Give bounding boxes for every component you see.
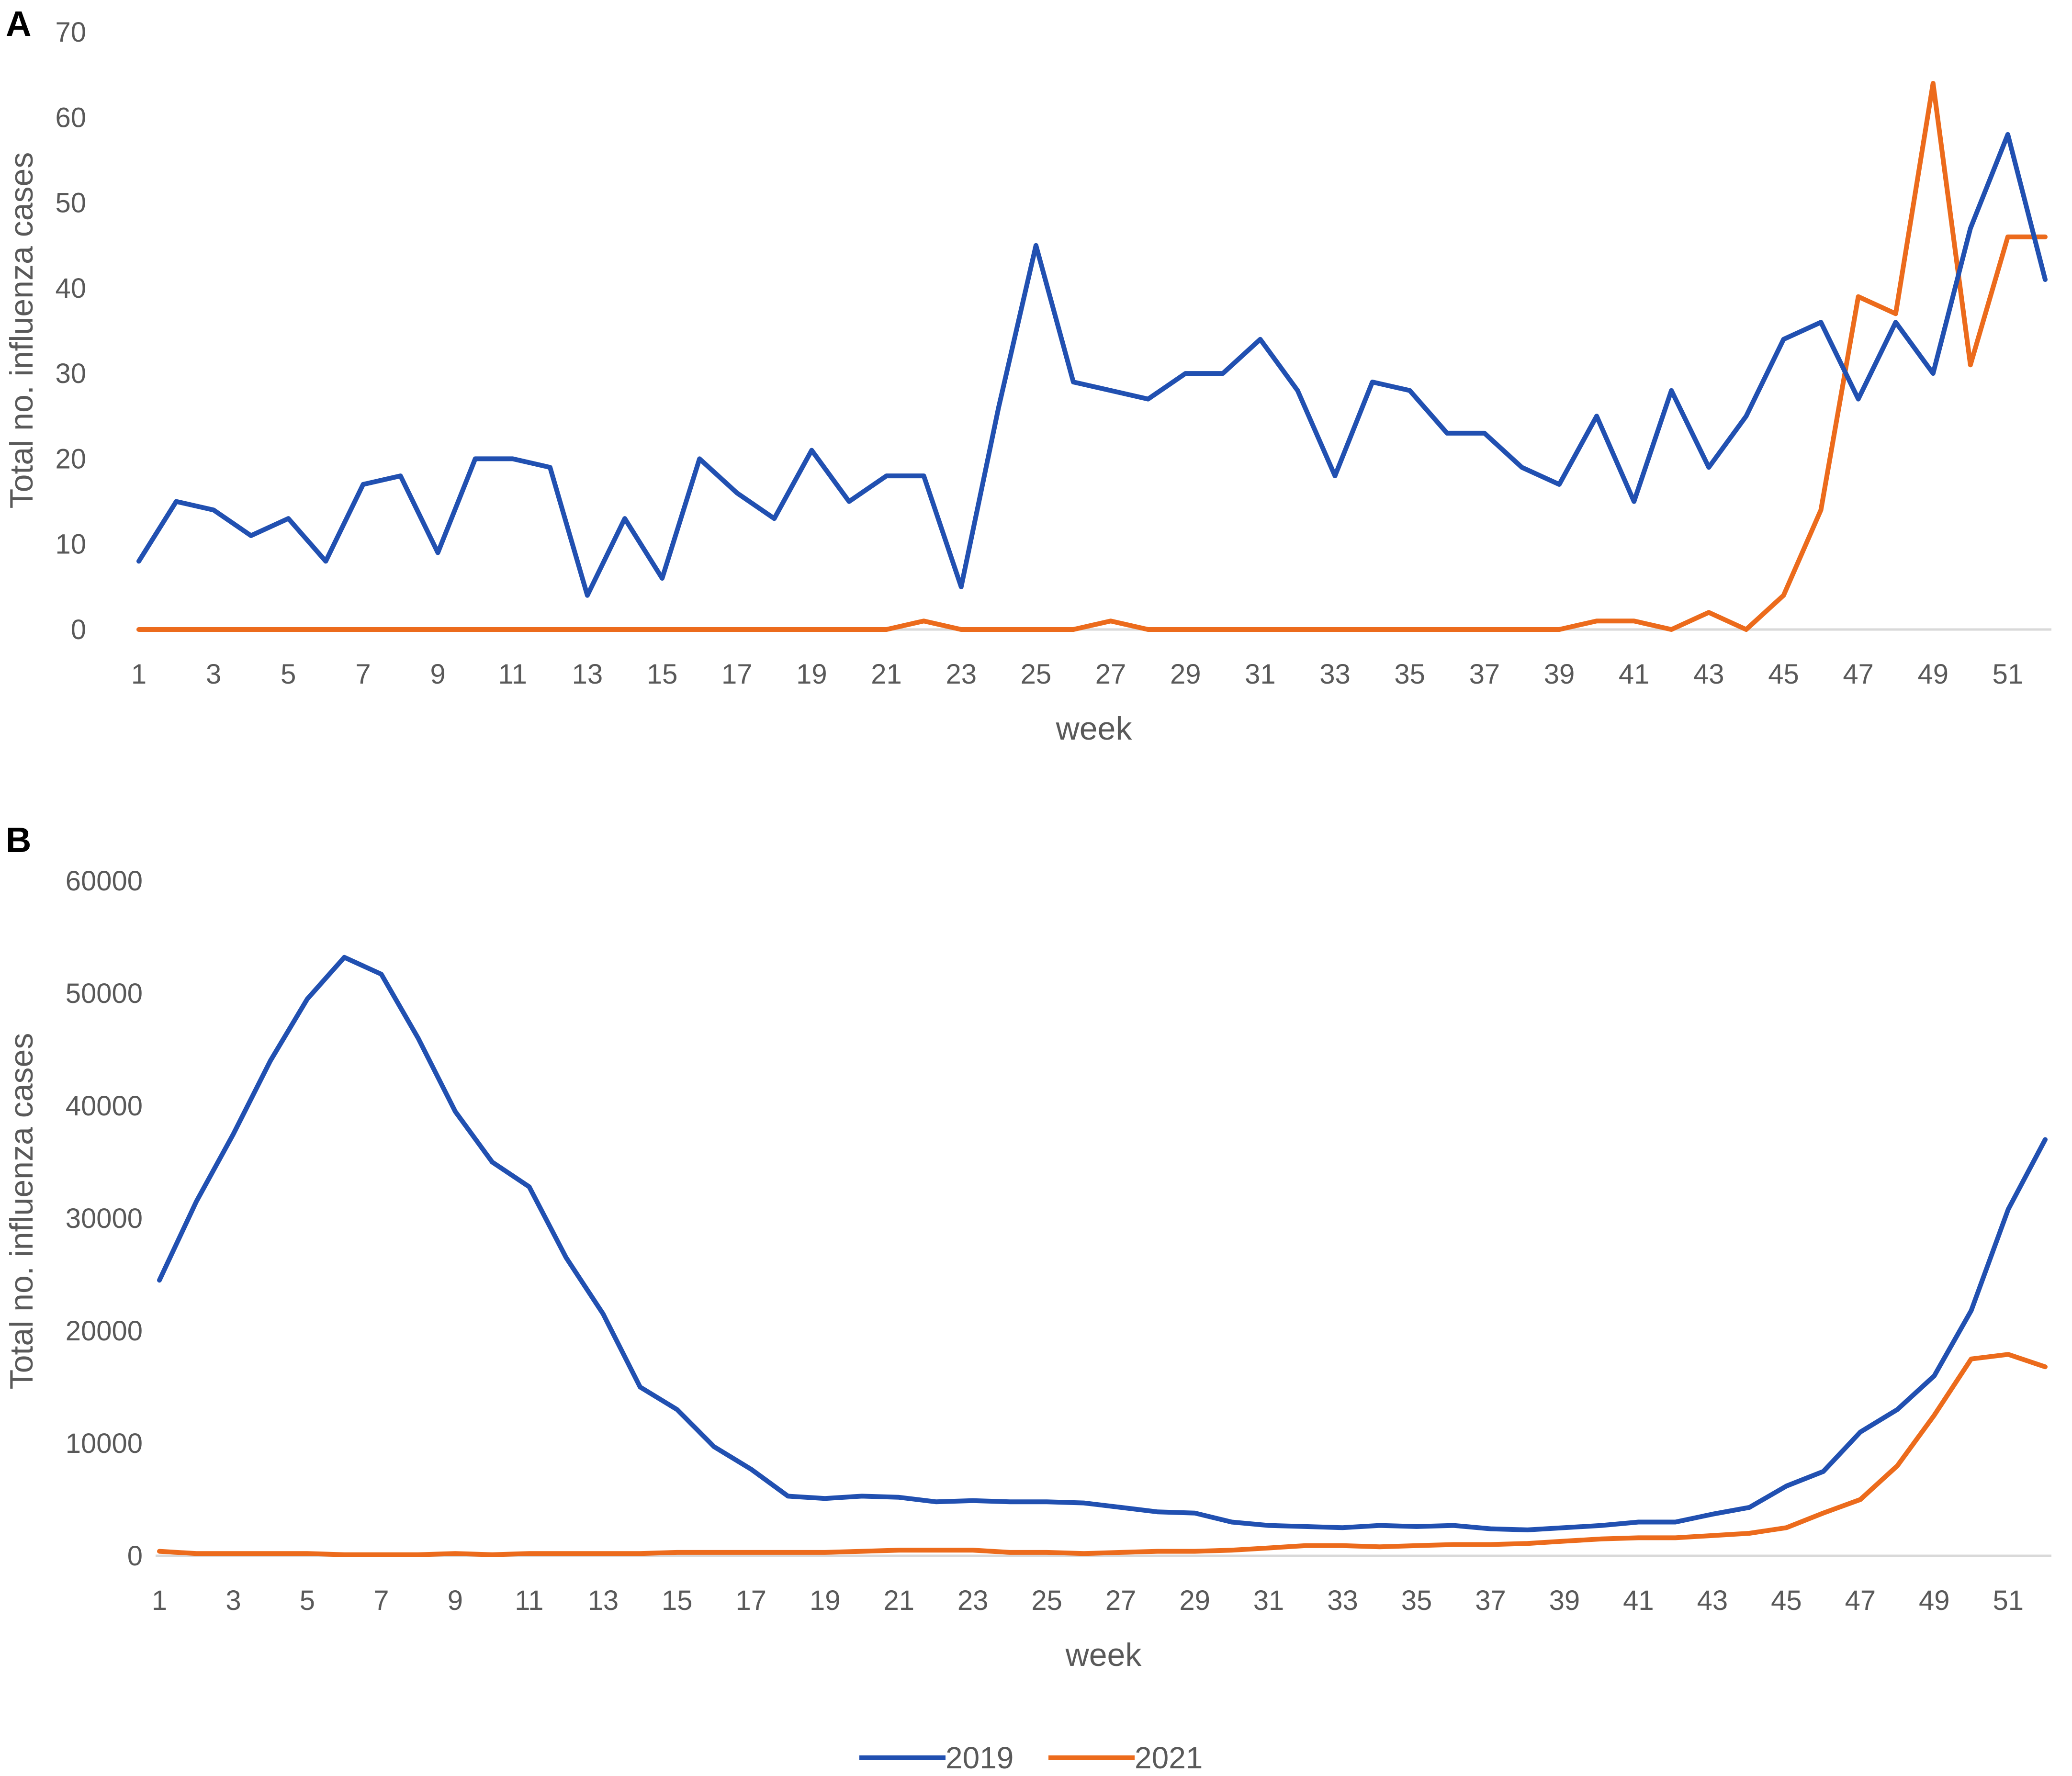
panel-b-y-tick-label: 20000 xyxy=(66,1315,143,1347)
panel-b-x-tick-label: 41 xyxy=(1623,1585,1654,1616)
panel-a-series-2019-line xyxy=(136,132,2048,598)
panel-a-x-tick-label: 43 xyxy=(1693,659,1724,690)
panel-a-x-tick-label: 51 xyxy=(1993,659,2024,690)
panel-a-x-tick-label: 49 xyxy=(1918,659,1949,690)
panel-b-y-tick-label: 0 xyxy=(127,1540,143,1572)
panel-b-x-tick-label: 9 xyxy=(448,1585,463,1616)
panel-b-x-tick-label: 5 xyxy=(300,1585,315,1616)
panel-b-x-tick-label: 29 xyxy=(1179,1585,1210,1616)
panel-b-label: B xyxy=(6,820,31,860)
panel-a-x-tick-labels: 1 3 5 7 9 11 13 15 17 19 21 23 25 27 29 31 33 35 37 39 41 43 4… xyxy=(131,659,2023,690)
panel-a-x-tick-label: 17 xyxy=(721,659,753,690)
panel-a-y-tick-label: 40 xyxy=(55,273,86,304)
panel-a-x-tick-label: 19 xyxy=(796,659,827,690)
panel-a-x-tick-label: 41 xyxy=(1619,659,1650,690)
panel-b-y-tick-label: 40000 xyxy=(66,1090,143,1122)
panel-a-x-tick-label: 21 xyxy=(871,659,902,690)
panel-a-x-tick-label: 45 xyxy=(1768,659,1799,690)
panel-a-y-tick-label: 70 xyxy=(55,17,86,48)
panel-a-y-tick-label: 50 xyxy=(55,188,86,219)
panel-a-y-tick-label: 10 xyxy=(55,529,86,560)
panel-b-x-tick-label: 21 xyxy=(883,1585,914,1616)
panel-a-y-axis-title: Total no. influenza cases xyxy=(3,152,40,509)
panel-b-x-tick-labels: 1 3 5 7 9 11 13 15 17 19 21 23 25 27 29 31 33 35 37 39 41 43 4… xyxy=(152,1585,2024,1616)
panel-b-y-tick-label: 10000 xyxy=(66,1428,143,1459)
panel-a-x-tick-label: 13 xyxy=(572,659,603,690)
panel-b-x-tick-label: 7 xyxy=(373,1585,389,1616)
panel-a-x-tick-label: 7 xyxy=(355,659,371,690)
panel-b-x-tick-label: 19 xyxy=(810,1585,841,1616)
panel-a-series-2021-line xyxy=(136,81,2048,632)
panel-a-x-tick-label: 37 xyxy=(1469,659,1500,690)
panel-b-x-tick-label: 43 xyxy=(1697,1585,1728,1616)
panel-a-label: A xyxy=(6,4,31,44)
panel-a-x-tick-label: 47 xyxy=(1843,659,1874,690)
panel-b-x-tick-label: 11 xyxy=(515,1585,543,1616)
legend: 2019 2021 xyxy=(859,1741,1203,1775)
panel-b-x-tick-label: 39 xyxy=(1549,1585,1580,1616)
panel-a-y-tick-label: 60 xyxy=(55,102,86,133)
panel-a-y-tick-labels: 0 10 20 30 40 50 60 70 xyxy=(55,17,86,645)
panel-a-x-tick-label: 3 xyxy=(206,659,221,690)
panel-b-x-axis-title: week xyxy=(1065,1637,1142,1673)
panel-b-x-tick-label: 27 xyxy=(1105,1585,1137,1616)
panel-b-y-tick-label: 50000 xyxy=(66,978,143,1009)
panel-b-y-axis-title: Total no. influenza cases xyxy=(3,1033,40,1390)
panel-a-x-tick-label: 23 xyxy=(946,659,977,690)
panel-a-x-tick-label: 31 xyxy=(1245,659,1276,690)
panel-a-x-tick-label: 39 xyxy=(1544,659,1575,690)
legend-label-2021: 2021 xyxy=(1135,1741,1203,1775)
panel-a-x-tick-label: 11 xyxy=(498,659,527,690)
panel-a-x-axis-title: week xyxy=(1056,710,1133,747)
panel-a-x-tick-label: 1 xyxy=(131,659,146,690)
panel-b-x-tick-label: 23 xyxy=(957,1585,989,1616)
panel-b-x-tick-label: 49 xyxy=(1919,1585,1950,1616)
panel-b-x-tick-label: 33 xyxy=(1327,1585,1358,1616)
panel-a-y-tick-label: 0 xyxy=(71,614,86,645)
panel-a-x-tick-label: 9 xyxy=(430,659,445,690)
panel-b-x-tick-label: 13 xyxy=(588,1585,619,1616)
legend-label-2019: 2019 xyxy=(946,1741,1013,1775)
panel-b-x-tick-label: 47 xyxy=(1845,1585,1876,1616)
panel-b-x-tick-label: 35 xyxy=(1401,1585,1432,1616)
panel-a-x-tick-label: 15 xyxy=(647,659,678,690)
panel-b-y-tick-label: 60000 xyxy=(66,866,143,897)
panel-a-x-tick-label: 25 xyxy=(1021,659,1052,690)
panel-b-series-2019-line xyxy=(157,955,2048,1532)
panel-b-x-tick-label: 51 xyxy=(1993,1585,2024,1616)
panel-a-y-tick-label: 20 xyxy=(55,443,86,474)
panel-b-x-tick-label: 45 xyxy=(1771,1585,1802,1616)
panel-b-x-tick-label: 15 xyxy=(662,1585,693,1616)
panel-b-x-tick-label: 1 xyxy=(152,1585,167,1616)
panel-a-y-tick-label: 30 xyxy=(55,358,86,389)
panel-a-x-tick-label: 29 xyxy=(1170,659,1201,690)
panel-a-x-tick-label: 35 xyxy=(1394,659,1425,690)
panel-b-y-tick-labels: 0 10000 20000 30000 40000 50000 60000 xyxy=(66,866,143,1572)
panel-b-x-tick-label: 31 xyxy=(1253,1585,1284,1616)
panel-a-x-tick-label: 5 xyxy=(281,659,296,690)
panel-a-x-tick-label: 27 xyxy=(1095,659,1126,690)
panel-b-y-tick-label: 30000 xyxy=(66,1203,143,1234)
panel-b-series-2021-line xyxy=(157,1352,2048,1557)
panel-b-x-tick-label: 3 xyxy=(225,1585,241,1616)
panel-b-x-tick-label: 25 xyxy=(1031,1585,1062,1616)
panel-b-x-tick-label: 37 xyxy=(1475,1585,1506,1616)
panel-a-x-tick-label: 33 xyxy=(1319,659,1351,690)
panel-b-x-tick-label: 17 xyxy=(736,1585,767,1616)
